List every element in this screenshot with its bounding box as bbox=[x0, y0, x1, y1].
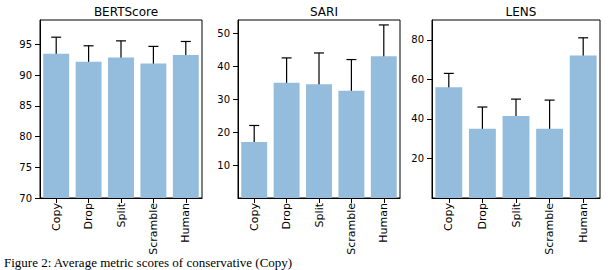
svg-text:Scramble: Scramble bbox=[147, 203, 160, 255]
svg-text:40: 40 bbox=[217, 61, 230, 72]
svg-text:Split: Split bbox=[510, 202, 523, 227]
svg-text:Drop: Drop bbox=[280, 203, 293, 229]
svg-text:80: 80 bbox=[411, 34, 424, 45]
svg-text:10: 10 bbox=[217, 160, 230, 171]
svg-text:Scramble: Scramble bbox=[543, 203, 556, 255]
svg-text:Copy: Copy bbox=[50, 203, 63, 231]
svg-text:Split: Split bbox=[313, 202, 326, 227]
svg-text:20: 20 bbox=[411, 153, 424, 164]
svg-text:70: 70 bbox=[19, 193, 32, 204]
svg-text:20: 20 bbox=[217, 127, 230, 138]
svg-text:95: 95 bbox=[19, 39, 32, 50]
svg-text:85: 85 bbox=[19, 100, 32, 111]
svg-text:80: 80 bbox=[19, 131, 32, 142]
svg-text:Copy: Copy bbox=[248, 203, 261, 231]
svg-text:60: 60 bbox=[411, 74, 424, 85]
svg-text:Scramble: Scramble bbox=[345, 203, 358, 255]
svg-text:40: 40 bbox=[411, 113, 424, 124]
svg-text:Figure 2: Average metric score: Figure 2: Average metric scores of conse… bbox=[4, 255, 292, 270]
svg-text:LENS: LENS bbox=[506, 5, 537, 19]
svg-text:Human: Human bbox=[179, 203, 192, 243]
svg-text:Split: Split bbox=[115, 202, 128, 227]
svg-text:Copy: Copy bbox=[442, 203, 455, 231]
svg-text:50: 50 bbox=[217, 28, 230, 39]
svg-text:90: 90 bbox=[19, 70, 32, 81]
svg-text:Human: Human bbox=[377, 203, 390, 243]
svg-text:75: 75 bbox=[19, 162, 32, 173]
svg-text:Drop: Drop bbox=[82, 203, 95, 229]
svg-text:30: 30 bbox=[217, 94, 230, 105]
svg-text:Human: Human bbox=[577, 203, 590, 243]
svg-text:SARI: SARI bbox=[310, 5, 338, 19]
svg-text:Drop: Drop bbox=[476, 203, 489, 229]
svg-text:BERTScore: BERTScore bbox=[94, 5, 158, 19]
